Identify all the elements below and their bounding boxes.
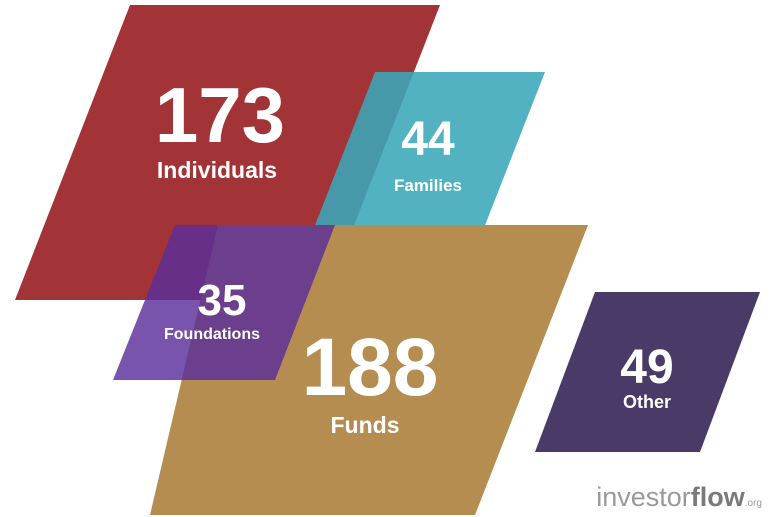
individuals-label: Individuals: [157, 157, 277, 183]
other-label: Other: [623, 392, 671, 412]
foundations-value: 35: [198, 276, 247, 325]
foundations-label: Foundations: [164, 326, 260, 343]
individuals-value: 173: [155, 71, 285, 159]
logo-suffix: .org: [745, 498, 762, 509]
other-value: 49: [620, 341, 673, 394]
logo: investorflow.org: [596, 482, 762, 512]
families-shape: [310, 72, 545, 238]
logo-main: investor: [596, 482, 691, 512]
other-shape: [535, 292, 760, 452]
families-value: 44: [401, 113, 455, 166]
foundations-shape: [113, 225, 335, 380]
families-label: Families: [394, 176, 462, 195]
funds-label: Funds: [331, 412, 400, 438]
logo-bold: flow: [691, 482, 746, 512]
funds-value: 188: [302, 322, 439, 413]
